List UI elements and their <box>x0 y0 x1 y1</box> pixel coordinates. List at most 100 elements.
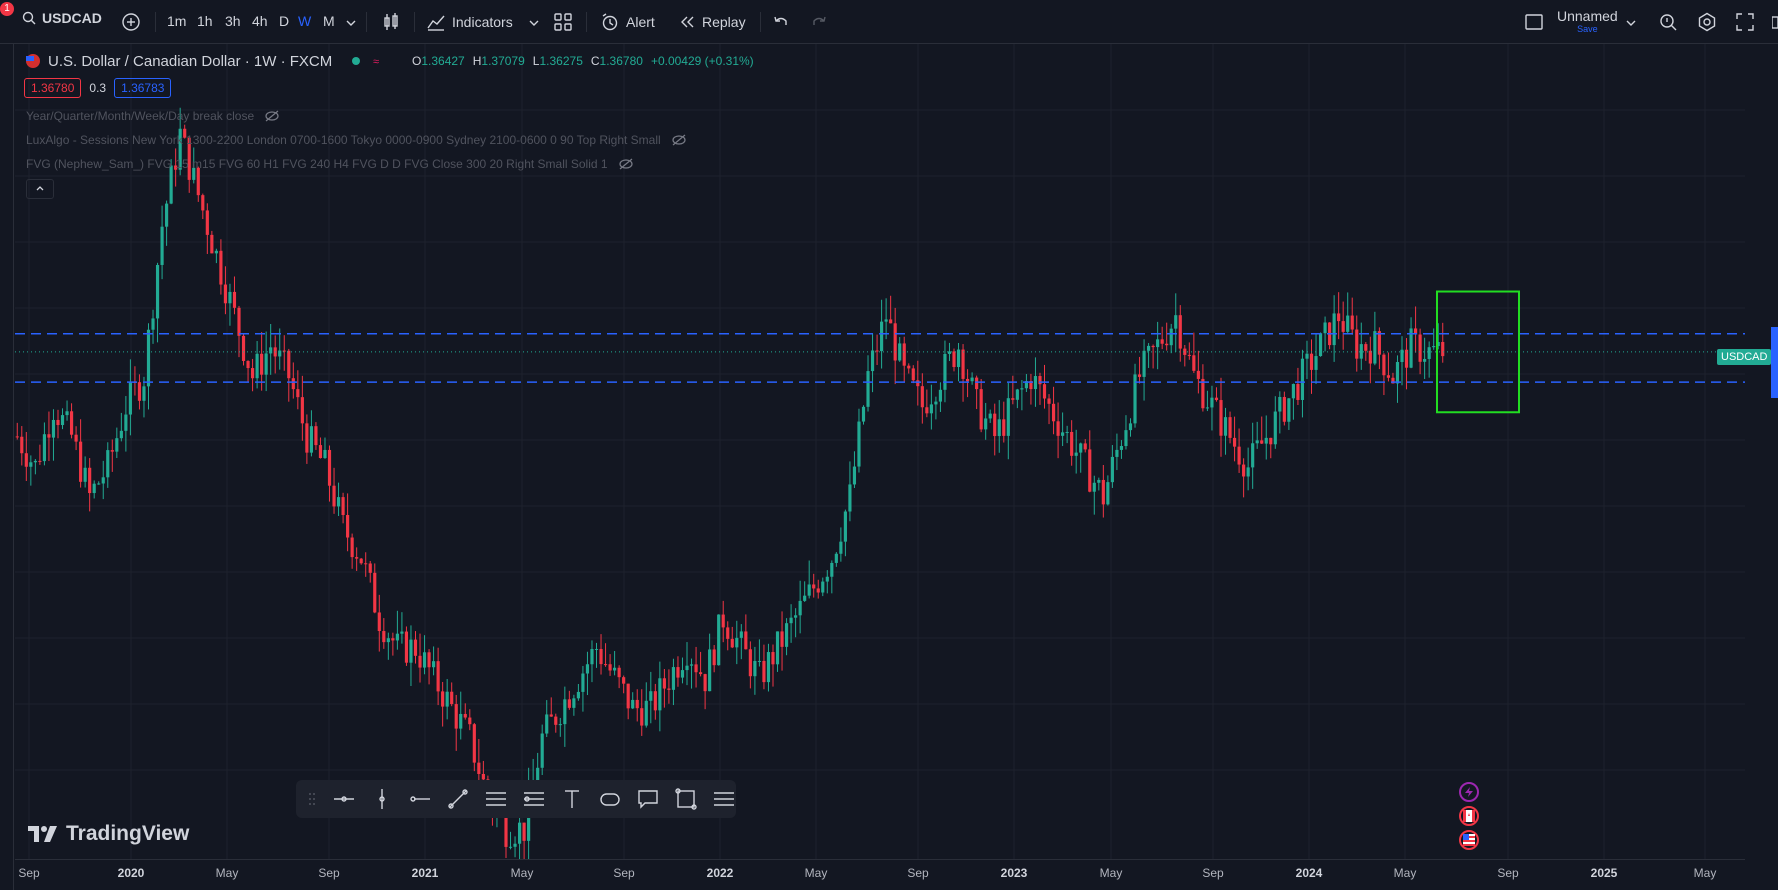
candle-body <box>653 691 657 711</box>
notification-badge[interactable]: 1 <box>0 2 14 16</box>
chart-pane[interactable] <box>15 44 1745 859</box>
candle-body <box>662 678 666 689</box>
indicator-row[interactable]: FVG (Nephew_Sam_) FVG 15 m15 FVG 60 H1 F… <box>26 157 634 171</box>
shape-tool[interactable] <box>598 787 622 811</box>
candle-body <box>1282 396 1286 422</box>
candle-body <box>1296 384 1300 400</box>
callout-tool[interactable] <box>636 787 660 811</box>
timeframe-m[interactable]: M <box>323 13 335 29</box>
candle-body <box>1291 384 1295 399</box>
candle-body <box>29 462 33 467</box>
timeframe-d[interactable]: D <box>279 13 290 29</box>
symbol-title[interactable]: U.S. Dollar / Canadian Dollar · 1W · FXC… <box>48 52 333 70</box>
candle-body <box>391 638 395 641</box>
candle-body <box>1165 343 1169 346</box>
rectangle-tool[interactable] <box>674 787 698 811</box>
candle-body <box>404 631 409 663</box>
symbol-search-button[interactable]: USDCAD <box>22 10 102 26</box>
tradingview-logo-icon <box>28 826 57 842</box>
timeframe-dropdown[interactable] <box>345 16 357 34</box>
horizontal-ray-tool-2[interactable] <box>408 787 432 811</box>
alert-button[interactable]: Alert <box>600 12 655 32</box>
trend-line-tool[interactable] <box>446 787 470 811</box>
drag-handle[interactable] <box>306 787 318 811</box>
indicators-button[interactable]: Indicators <box>426 12 513 32</box>
snapshot-button[interactable] <box>1771 12 1778 37</box>
indicator-label: LuxAlgo - Sessions New York 1300-2200 Lo… <box>26 133 661 147</box>
layouts-button[interactable] <box>553 12 573 37</box>
buy-button[interactable]: 1.36783 <box>114 78 172 98</box>
candle-body <box>1029 381 1033 390</box>
candle-body <box>196 167 200 196</box>
candle-body <box>1409 328 1413 368</box>
layout-dropdown[interactable] <box>1625 16 1637 34</box>
indicator-row[interactable]: LuxAlgo - Sessions New York 1300-2200 Lo… <box>26 133 687 147</box>
event-marker-earnings[interactable] <box>1459 782 1479 802</box>
price-chart[interactable] <box>15 44 1745 859</box>
candle-body <box>355 557 359 559</box>
candle-body <box>825 576 829 582</box>
quick-search-button[interactable] <box>1658 12 1678 37</box>
compare-symbol-button[interactable] <box>121 12 141 37</box>
candle-body <box>599 648 603 665</box>
text-tool[interactable] <box>560 787 584 811</box>
candle-body <box>671 667 676 690</box>
candle-body <box>56 419 60 426</box>
candle-body <box>106 450 110 478</box>
indicators-dropdown[interactable] <box>528 16 540 34</box>
time-label: May <box>1693 866 1717 880</box>
candle-body <box>237 307 241 336</box>
timeframe-1m[interactable]: 1m <box>167 13 187 29</box>
fib-icon <box>486 792 506 806</box>
replay-button[interactable]: Replay <box>678 12 746 32</box>
eye-hidden-icon[interactable] <box>671 133 687 147</box>
candle-body <box>603 664 608 666</box>
candle-body <box>160 226 164 265</box>
candle-body <box>1364 344 1368 351</box>
candle-body <box>1377 331 1381 355</box>
vertical-line-tool[interactable] <box>370 787 394 811</box>
timeframe-4h[interactable]: 4h <box>252 13 268 29</box>
candle-body <box>1414 328 1418 335</box>
fullscreen-button[interactable] <box>1735 12 1755 37</box>
candle-body <box>260 353 264 375</box>
candle-body <box>1309 353 1314 370</box>
candle-body <box>142 386 146 401</box>
candle-body <box>205 210 209 235</box>
candle-body <box>1011 398 1015 400</box>
timeframe-w[interactable]: W <box>298 13 312 29</box>
settings-button[interactable] <box>1697 12 1717 37</box>
candle-body <box>798 600 802 616</box>
tradingview-logo[interactable]: TradingView <box>28 822 189 846</box>
sync-layout-checkbox[interactable] <box>1524 13 1544 36</box>
event-marker-usa[interactable] <box>1459 830 1479 850</box>
candle-body <box>545 714 549 734</box>
eye-hidden-icon[interactable] <box>264 109 280 123</box>
fib-retracement-tool[interactable] <box>484 787 508 811</box>
candle-body <box>395 633 399 641</box>
candle-body <box>359 558 363 564</box>
eye-hidden-icon[interactable] <box>618 157 634 171</box>
timeframe-1h[interactable]: 1h <box>197 13 213 29</box>
more-tools-button[interactable] <box>712 787 736 811</box>
candle-body <box>1246 467 1250 477</box>
undo-button[interactable] <box>772 13 790 36</box>
sell-button[interactable]: 1.36780 <box>24 78 82 98</box>
open-value: O1.36427 <box>412 54 465 68</box>
event-marker-canada[interactable] <box>1459 806 1479 826</box>
candle-body <box>1210 397 1214 408</box>
candle-body <box>1137 374 1142 377</box>
parallel-channel-tool[interactable] <box>522 787 546 811</box>
redo-button[interactable] <box>810 13 828 36</box>
timeframe-3h[interactable]: 3h <box>225 13 241 29</box>
collapse-legend-button[interactable] <box>26 179 54 199</box>
chart-type-button[interactable] <box>382 12 400 37</box>
time-label: May <box>215 866 239 880</box>
candle-body <box>1359 344 1363 359</box>
candle-body <box>748 649 752 677</box>
time-axis[interactable]: Sep 2020 May Sep 2021 May Sep 2022 May S… <box>15 859 1745 890</box>
horizontal-ray-tool[interactable] <box>332 787 356 811</box>
indicator-row[interactable]: Year/Quarter/Month/Week/Day break close <box>26 109 280 123</box>
candle-body <box>1033 376 1038 390</box>
layout-name-button[interactable]: Unnamed Save <box>1557 9 1618 34</box>
